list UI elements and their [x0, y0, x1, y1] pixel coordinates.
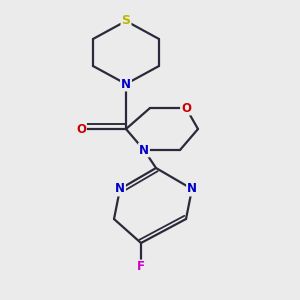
Text: N: N: [187, 182, 197, 196]
Text: F: F: [137, 260, 145, 274]
Text: N: N: [115, 182, 125, 196]
Text: N: N: [121, 77, 131, 91]
Text: O: O: [181, 101, 191, 115]
Text: S: S: [122, 14, 130, 28]
Text: O: O: [76, 122, 86, 136]
Text: N: N: [139, 143, 149, 157]
